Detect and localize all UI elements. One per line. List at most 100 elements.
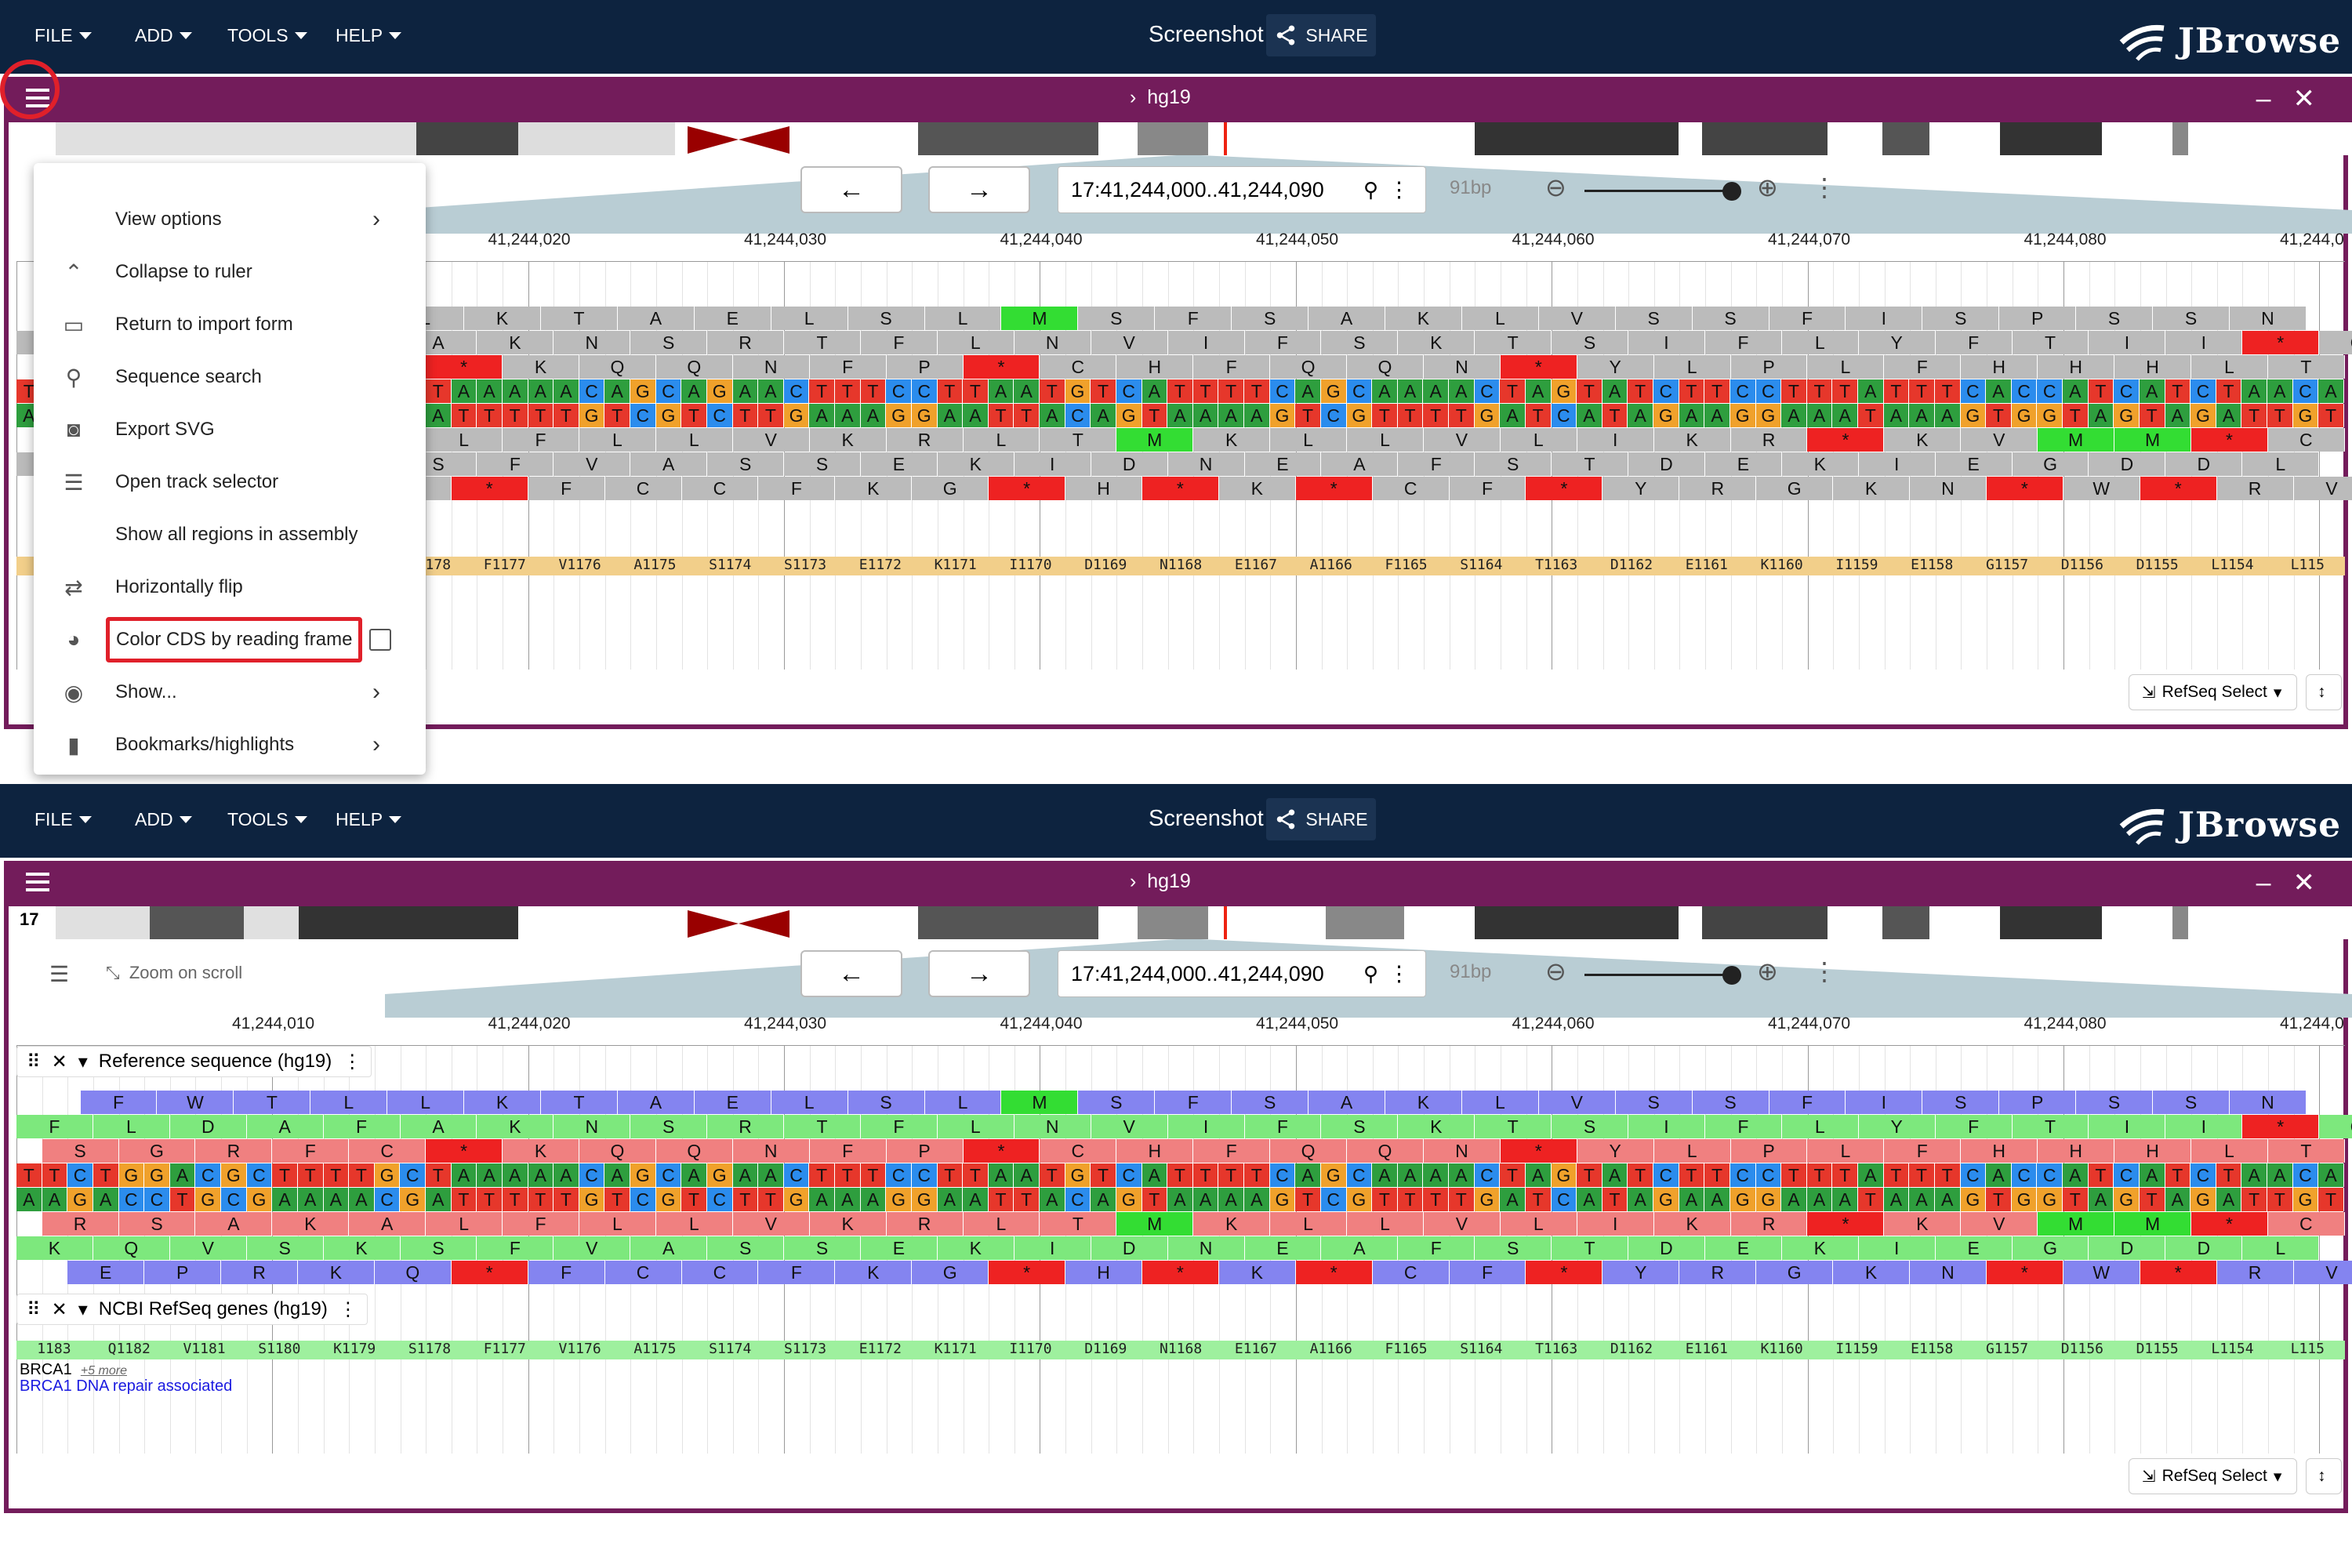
help-menu[interactable]: HELP (336, 809, 402, 830)
more-vert-icon[interactable]: ⋮ (1388, 177, 1410, 201)
overview-bar[interactable] (56, 906, 2349, 939)
base-cell: T (1218, 1163, 1244, 1187)
track-menu-icon[interactable]: ⋮ (343, 1051, 362, 1073)
refseq-select-dropdown[interactable]: ⇲ RefSeq Select ▾ (2129, 1458, 2297, 1494)
base-cell: G (630, 1163, 656, 1187)
menu-item[interactable]: ▭ Return to import form (34, 299, 426, 350)
menu-item[interactable]: ☰ Open track selector (34, 457, 426, 507)
help-menu[interactable]: HELP (336, 25, 402, 46)
amino-acid-cell: L (924, 307, 1002, 330)
forward-button[interactable]: → (928, 166, 1030, 213)
amino-acid-cell: T (1040, 428, 1117, 452)
amino-acid-cell: K (1398, 331, 1475, 354)
view-options-icon[interactable]: ⋮ (1812, 957, 1837, 985)
base-cell: T (2241, 404, 2267, 427)
menu-item-label: Horizontally flip (115, 576, 243, 597)
amino-acid-cell: G (912, 477, 989, 500)
protein-residue-label: T1163 (1535, 1341, 1578, 1357)
zoom-slider-thumb[interactable] (1722, 182, 1741, 201)
share-button[interactable]: SHARE (1266, 14, 1376, 56)
menu-item[interactable]: ▮ Bookmarks/highlights › (34, 720, 426, 770)
close-track-icon[interactable]: ✕ (51, 1051, 67, 1073)
search-icon[interactable]: ⚲ (1363, 961, 1378, 985)
amino-acid-cell: Y (1577, 355, 1654, 379)
overview-bar[interactable] (56, 122, 2349, 155)
track-selector-icon[interactable]: ☰ (49, 962, 70, 986)
base-cell: T (1295, 1188, 1321, 1211)
view-menu-icon[interactable] (26, 873, 49, 891)
location-input[interactable]: 17:41,244,000..41,244,090 ⚲ ⋮ (1058, 166, 1426, 213)
close-track-icon[interactable]: ✕ (51, 1298, 67, 1320)
search-icon[interactable]: ⚲ (1363, 177, 1378, 201)
view-window-controls[interactable]: –✕ (2256, 84, 2337, 114)
base-cell: A (1449, 379, 1475, 403)
base-cell: C (1755, 379, 1782, 403)
protein-residue-label: K1171 (934, 557, 977, 573)
base-cell: T (426, 379, 452, 403)
refseq-select-label: RefSeq Select (2161, 683, 2267, 701)
forward-button[interactable]: → (928, 950, 1030, 997)
base-cell: G (579, 1188, 605, 1211)
protein-residue-label: D1155 (2136, 1341, 2179, 1357)
refseq-select-dropdown[interactable]: ⇲ RefSeq Select ▾ (2129, 674, 2297, 710)
amino-acid-cell: V (1423, 1212, 1501, 1236)
menu-item[interactable]: ◙ Export SVG (34, 405, 426, 455)
amino-acid-cell: S (848, 1091, 925, 1114)
zoom-slider-thumb[interactable] (1722, 966, 1741, 985)
amino-acid-cell: F (860, 331, 938, 354)
zoom-out-icon[interactable]: ⊖ (1545, 957, 1566, 985)
back-button[interactable]: ← (800, 166, 902, 213)
add-menu[interactable]: ADD (135, 809, 192, 830)
base-cell: A (16, 1188, 42, 1211)
amino-acid-cell: E (1244, 452, 1322, 476)
share-button[interactable]: SHARE (1266, 798, 1376, 840)
menu-item[interactable]: ◉ Show... › (34, 667, 426, 717)
amino-acid-cell: H (1065, 1261, 1142, 1284)
zoom-in-icon[interactable]: ⊕ (1757, 173, 1778, 201)
tools-menu[interactable]: TOOLS (227, 809, 307, 830)
chevron-down-icon[interactable]: ▾ (78, 1298, 88, 1320)
amino-acid-cell: F (323, 1115, 401, 1138)
expand-height-icon[interactable]: ↕ (2306, 674, 2342, 710)
zoom-out-icon[interactable]: ⊖ (1545, 173, 1566, 201)
drag-handle-icon[interactable]: ⠿ (27, 1298, 41, 1320)
amino-acid-cell: L (2242, 452, 2320, 476)
protein-residue-label: S1164 (1460, 557, 1503, 573)
drag-handle-icon[interactable]: ⠿ (27, 1051, 41, 1073)
zoom-slider[interactable] (1584, 190, 1733, 192)
gene-description[interactable]: BRCA1 DNA repair associated (20, 1377, 233, 1395)
amino-acid-cell: F (1244, 1115, 1322, 1138)
color-cds-checkbox[interactable] (369, 629, 391, 651)
zoom-on-scroll-toggle[interactable]: ⤡ Zoom on scroll (106, 963, 242, 983)
file-menu[interactable]: FILE (34, 25, 92, 46)
menu-item[interactable]: ⚲ Sequence search (34, 352, 426, 402)
file-menu[interactable]: FILE (34, 809, 92, 830)
base-cell: T (1679, 379, 1705, 403)
folder-icon: ▭ (63, 312, 85, 337)
base-cell: A (681, 1163, 707, 1187)
gene-name-row[interactable]: BRCA1 +5 more (20, 1361, 127, 1379)
menu-item[interactable]: ⇄ Horizontally flip (34, 562, 426, 612)
location-input[interactable]: 17:41,244,000..41,244,090 ⚲ ⋮ (1058, 950, 1426, 997)
back-button[interactable]: ← (800, 950, 902, 997)
chevron-down-icon[interactable]: ▾ (78, 1051, 88, 1073)
more-vert-icon[interactable]: ⋮ (1388, 961, 1410, 985)
menu-item[interactable]: View options › (34, 194, 426, 245)
zoom-in-icon[interactable]: ⊕ (1757, 957, 1778, 985)
menu-item[interactable]: ◕ Color CDS by reading frame (34, 615, 426, 665)
menu-item[interactable]: ⌃ Collapse to ruler (34, 247, 426, 297)
view-window-controls[interactable]: –✕ (2256, 868, 2337, 898)
add-menu[interactable]: ADD (135, 25, 192, 46)
zoom-slider[interactable] (1584, 974, 1733, 976)
amino-acid-cell: S (2076, 1091, 2154, 1114)
base-cell: C (221, 1188, 247, 1211)
tools-menu[interactable]: TOOLS (227, 25, 307, 46)
more-link[interactable]: +5 more (80, 1364, 127, 1377)
base-cell: A (1986, 379, 2012, 403)
base-cell: A (2088, 404, 2114, 427)
track-menu-icon[interactable]: ⋮ (338, 1298, 358, 1320)
base-cell: G (1269, 404, 1296, 427)
menu-item[interactable]: Show all regions in assembly (34, 510, 426, 560)
view-options-icon[interactable]: ⋮ (1812, 173, 1837, 201)
expand-height-icon[interactable]: ↕ (2306, 1458, 2342, 1494)
